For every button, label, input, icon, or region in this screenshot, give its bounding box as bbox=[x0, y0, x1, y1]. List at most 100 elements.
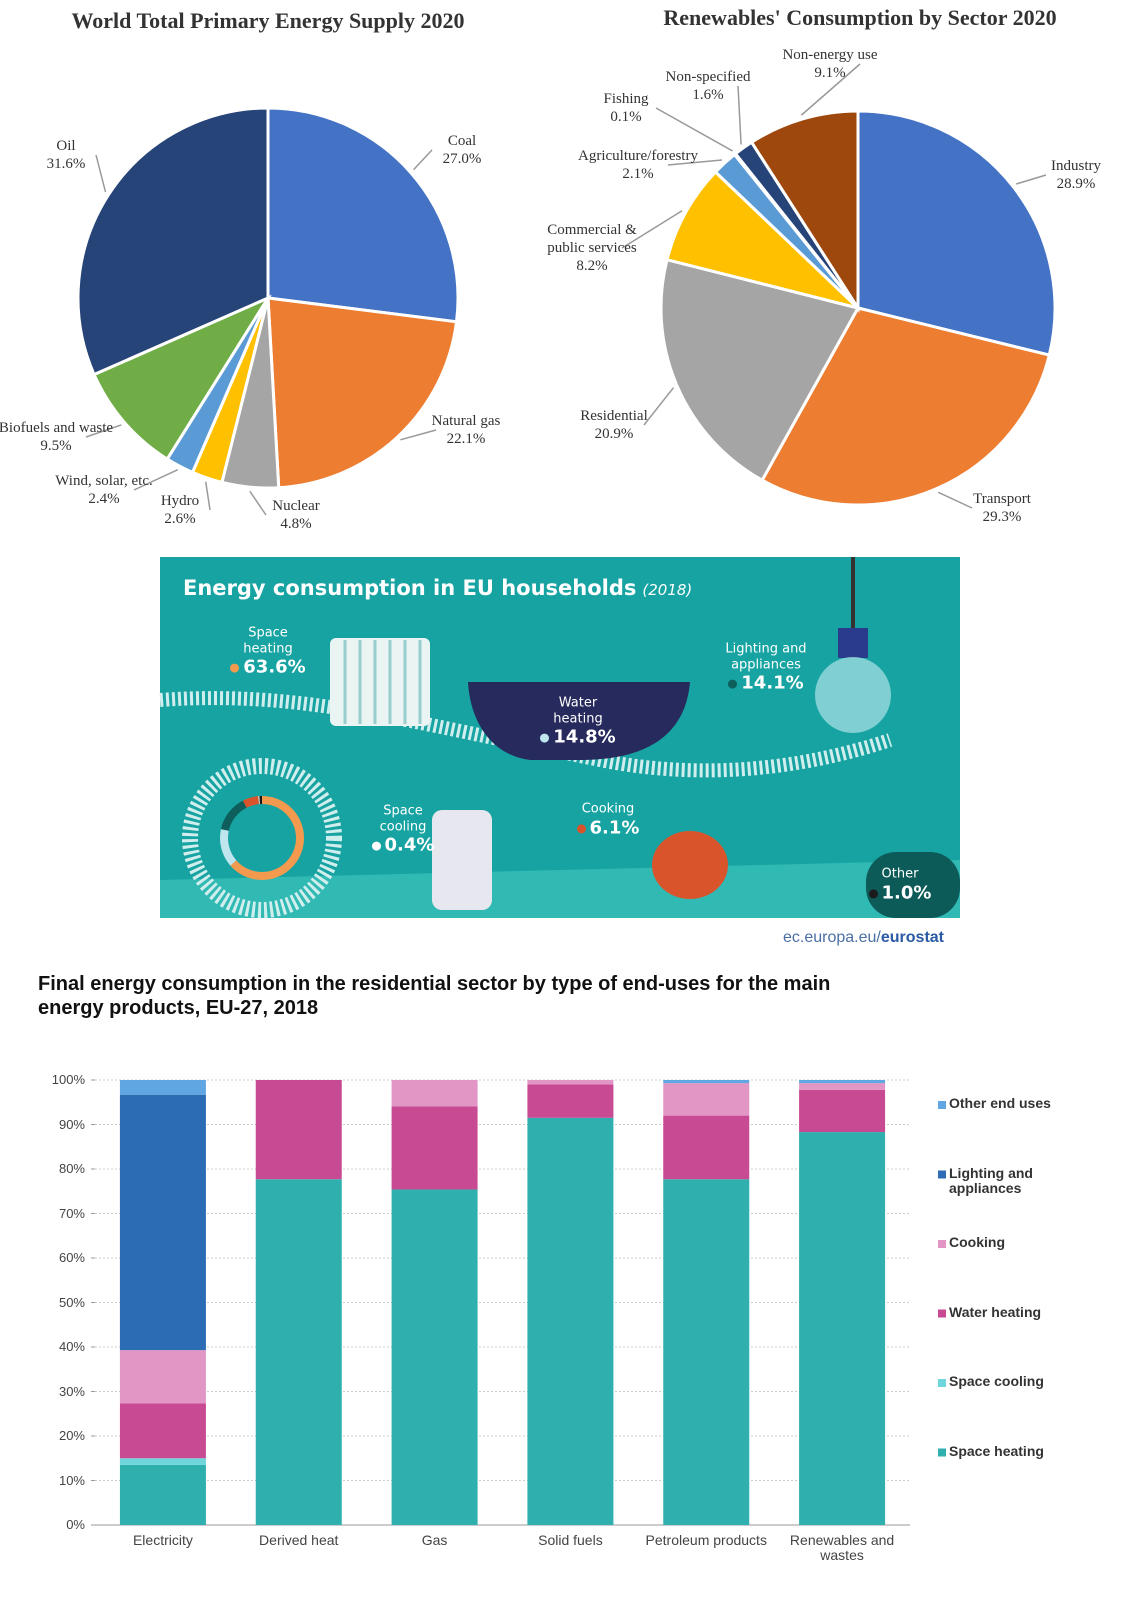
info-label-row: 14.1% bbox=[706, 673, 826, 695]
bar-segment bbox=[120, 1080, 206, 1095]
slice-label: Natural gas22.1% bbox=[406, 412, 526, 448]
info-label-name: Other bbox=[855, 866, 945, 882]
bar-segment bbox=[527, 1118, 613, 1525]
legend-swatch bbox=[938, 1101, 946, 1109]
bar-segment bbox=[392, 1106, 478, 1189]
legend-swatch bbox=[938, 1379, 946, 1387]
y-tick-label: 60% bbox=[35, 1250, 85, 1266]
y-tick-label: 40% bbox=[35, 1339, 85, 1355]
bar-segment bbox=[799, 1080, 885, 1083]
bar-segment bbox=[527, 1080, 613, 1084]
slice-label-value: 1.6% bbox=[648, 86, 768, 104]
slice-label-value: 20.9% bbox=[554, 425, 674, 443]
slice-label-name: Non-specified bbox=[648, 68, 768, 86]
info-label-value: 0.4% bbox=[385, 835, 435, 856]
slice-label-value: 2.4% bbox=[44, 490, 164, 508]
bar-segment bbox=[120, 1465, 206, 1525]
slice-label-name: Residential bbox=[554, 407, 674, 425]
chart-title: Final energy consumption in the resident… bbox=[38, 972, 868, 1020]
info-label-name: Space heating bbox=[223, 626, 313, 657]
bar-segment bbox=[256, 1080, 342, 1179]
info-label-value: 63.6% bbox=[243, 657, 305, 678]
slice-label-name: Commercial & public services bbox=[532, 221, 652, 257]
y-tick-label: 50% bbox=[35, 1295, 85, 1311]
bar-segment bbox=[120, 1095, 206, 1350]
page: World Total Primary Energy Supply 2020 Co… bbox=[0, 0, 1144, 1607]
slice-label-name: Wind, solar, etc. bbox=[44, 472, 164, 490]
x-tick-label: Derived heat bbox=[234, 1533, 364, 1548]
bar-segment bbox=[663, 1116, 749, 1180]
source-url: ec.europa.eu/ bbox=[783, 929, 881, 946]
bar-segment bbox=[392, 1189, 478, 1525]
legend-dot bbox=[230, 664, 239, 673]
slice-label: Non-energy use9.1% bbox=[770, 46, 890, 82]
legend-dot bbox=[540, 734, 549, 743]
slice-label-name: Natural gas bbox=[406, 412, 526, 430]
legend-dot bbox=[372, 842, 381, 851]
y-tick-label: 70% bbox=[35, 1206, 85, 1222]
info-label: Lighting and appliances14.1% bbox=[706, 642, 826, 695]
y-tick-label: 30% bbox=[35, 1384, 85, 1400]
info-label-row: 14.8% bbox=[518, 727, 638, 749]
info-label-value: 14.1% bbox=[741, 673, 803, 694]
x-tick-label: Solid fuels bbox=[505, 1533, 635, 1548]
info-label-name: Cooking bbox=[563, 801, 653, 817]
bar-segment bbox=[799, 1132, 885, 1525]
info-label-name: Space cooling bbox=[358, 804, 448, 835]
slice-label-value: 9.1% bbox=[770, 64, 890, 82]
info-label: Space heating63.6% bbox=[208, 626, 328, 679]
y-tick-label: 0% bbox=[35, 1517, 85, 1533]
pie-slice bbox=[268, 298, 457, 488]
y-tick-label: 90% bbox=[35, 1117, 85, 1133]
slice-label-value: 0.1% bbox=[566, 108, 686, 126]
slice-label: Transport29.3% bbox=[942, 490, 1062, 526]
y-tick-label: 100% bbox=[35, 1072, 85, 1088]
legend-label: Water heating bbox=[949, 1305, 1069, 1320]
chart-title: World Total Primary Energy Supply 2020 bbox=[8, 8, 528, 34]
slice-label-name: Oil bbox=[6, 137, 126, 155]
info-label-row: 1.0% bbox=[840, 882, 960, 904]
legend-swatch bbox=[938, 1310, 946, 1318]
bar-segment bbox=[663, 1083, 749, 1115]
y-tick-label: 20% bbox=[35, 1428, 85, 1444]
legend-label: Space cooling bbox=[949, 1374, 1069, 1389]
bar-segment bbox=[120, 1404, 206, 1459]
slice-label-value: 4.8% bbox=[236, 515, 356, 533]
bar-segment bbox=[663, 1179, 749, 1525]
chart-title: Renewables' Consumption by Sector 2020 bbox=[600, 5, 1120, 31]
x-tick-label: Petroleum products bbox=[641, 1533, 771, 1548]
slice-label-value: 22.1% bbox=[406, 430, 526, 448]
slice-label-name: Industry bbox=[1016, 157, 1136, 175]
info-subtitle: (2018) bbox=[642, 581, 692, 599]
y-tick-label: 10% bbox=[35, 1473, 85, 1489]
info-label-value: 6.1% bbox=[590, 817, 640, 838]
slice-label: Industry28.9% bbox=[1016, 157, 1136, 193]
legend-swatch bbox=[938, 1240, 946, 1248]
bar-segment bbox=[256, 1179, 342, 1525]
info-label-row: 6.1% bbox=[548, 817, 668, 839]
x-tick-label: Gas bbox=[370, 1533, 500, 1548]
pot bbox=[652, 831, 728, 899]
x-tick-label: Electricity bbox=[98, 1533, 228, 1548]
x-tick-label: Renewables and wastes bbox=[777, 1533, 907, 1562]
info-label-value: 1.0% bbox=[882, 882, 932, 903]
slice-label-name: Agriculture/forestry bbox=[578, 147, 698, 165]
slice-label-name: Non-energy use bbox=[770, 46, 890, 64]
bar-segment bbox=[392, 1080, 478, 1106]
slice-label-value: 28.9% bbox=[1016, 175, 1136, 193]
legend-swatch bbox=[938, 1449, 946, 1457]
legend-label: Cooking bbox=[949, 1235, 1069, 1250]
bar-segment bbox=[527, 1084, 613, 1117]
info-label-name: Water heating bbox=[533, 696, 623, 727]
slice-label-name: Biofuels and waste bbox=[0, 419, 116, 437]
bar-segment bbox=[799, 1083, 885, 1090]
info-label-row: 0.4% bbox=[343, 835, 463, 857]
legend-swatch bbox=[938, 1171, 946, 1179]
info-title-text: Energy consumption in EU households bbox=[183, 576, 636, 600]
